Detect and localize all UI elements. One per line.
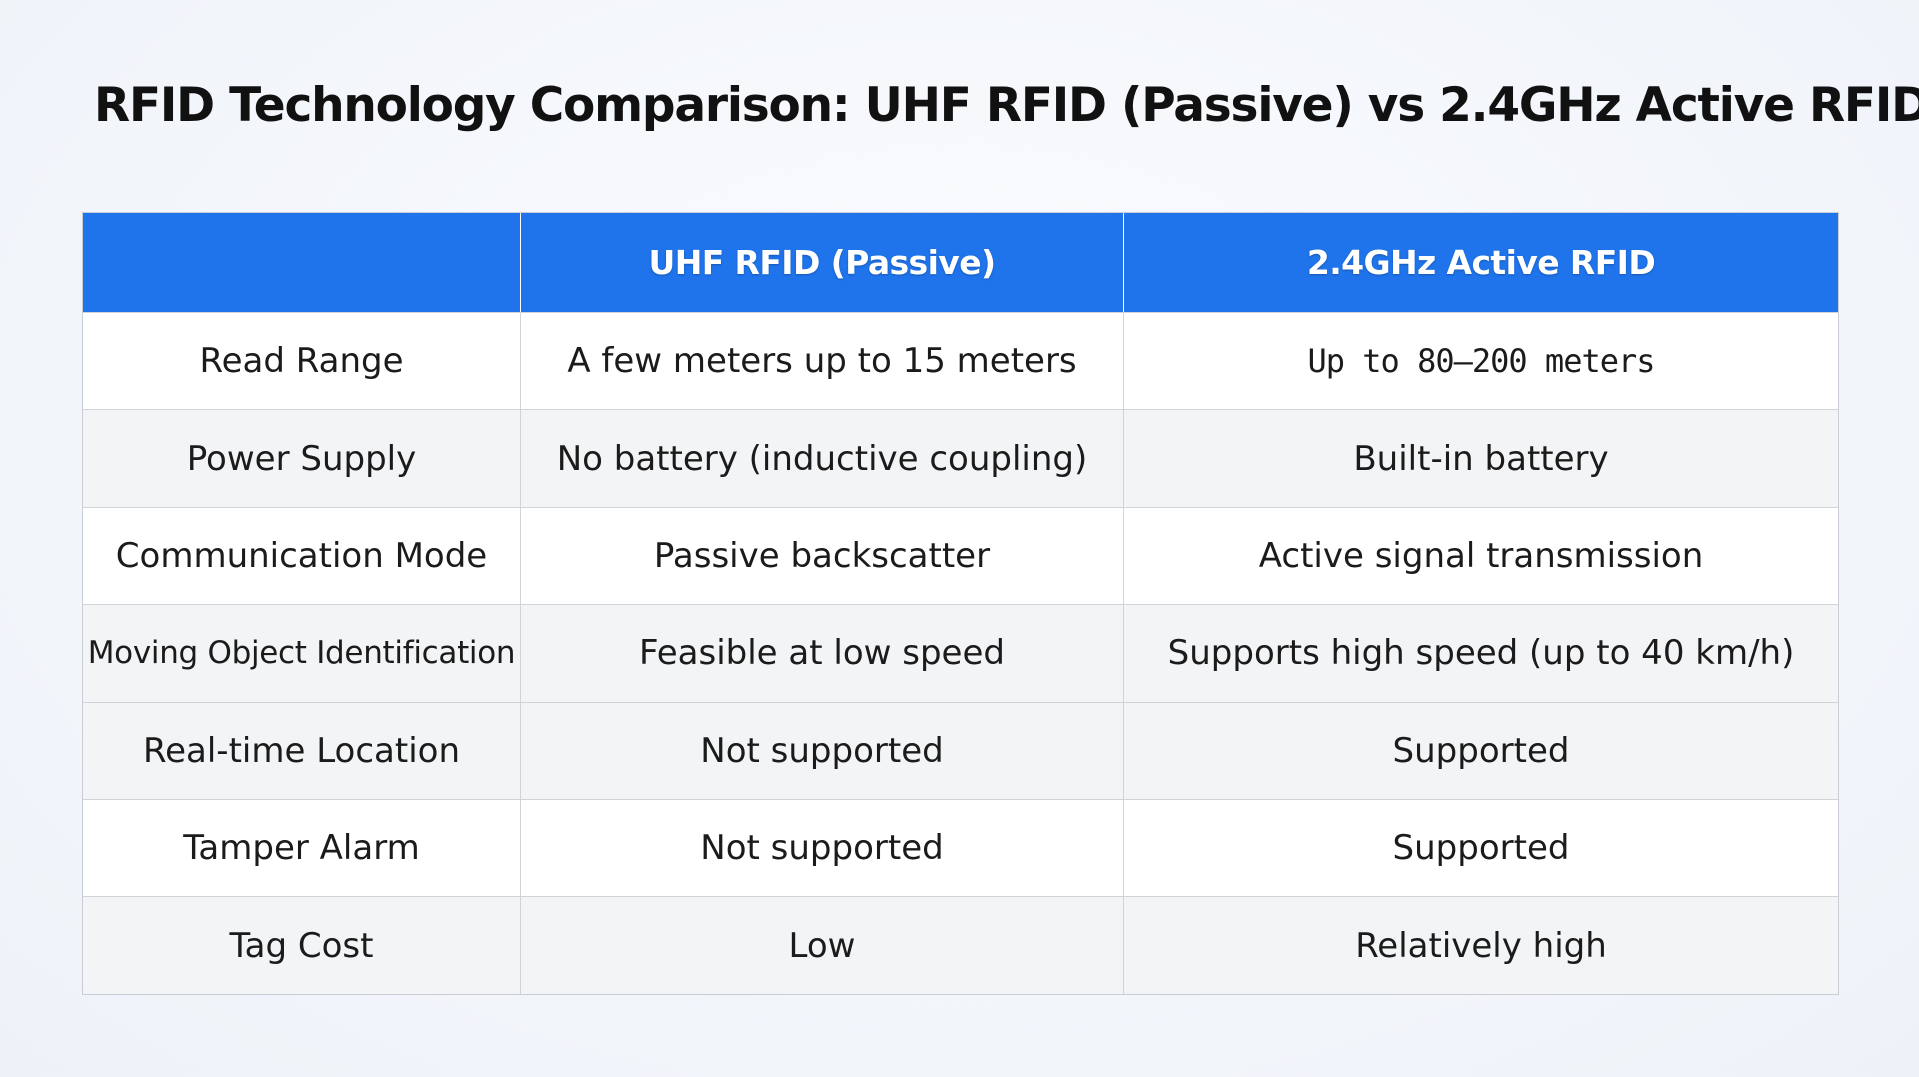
table-row-communication-mode: Communication Mode Passive backscatter A…	[83, 506, 1838, 605]
table-row-tamper-alarm: Tamper Alarm Not supported Supported	[83, 798, 1838, 897]
header-cell-active-rfid: 2.4GHz Active RFID	[1306, 243, 1656, 282]
uhf-value: No battery (inductive coupling)	[521, 410, 1124, 507]
uhf-value: Not supported	[521, 799, 1124, 897]
active-value: Up to 80–200 meters	[1307, 342, 1655, 381]
uhf-value: A few meters up to 15 meters	[521, 313, 1124, 410]
comparison-table: UHF RFID (Passive) 2.4GHz Active RFID Re…	[82, 212, 1839, 995]
active-value: Relatively high	[1355, 925, 1607, 966]
table-header-row: UHF RFID (Passive) 2.4GHz Active RFID	[83, 213, 1838, 312]
row-label: Tamper Alarm	[83, 799, 521, 897]
uhf-value: Low	[521, 897, 1124, 994]
row-label: Communication Mode	[83, 507, 521, 605]
page-title: RFID Technology Comparison: UHF RFID (Pa…	[94, 78, 1919, 133]
header-cell-uhf-rfid: UHF RFID (Passive)	[521, 213, 1124, 312]
row-label: Real-time Location	[83, 702, 521, 799]
row-label: Power Supply	[83, 410, 521, 507]
row-label: Read Range	[83, 313, 521, 410]
row-label: Moving Object Identification	[83, 605, 521, 702]
table-row-read-range: Read Range A few meters up to 15 meters …	[83, 312, 1838, 410]
row-label: Tag Cost	[83, 897, 521, 994]
active-value: Built-in battery	[1353, 438, 1609, 479]
active-value: Active signal transmission	[1258, 535, 1704, 576]
active-value: Supported	[1392, 828, 1570, 869]
active-value: Supports high speed (up to 40 km/h)	[1167, 633, 1795, 674]
uhf-value: Feasible at low speed	[521, 605, 1124, 702]
table-row-moving-object-identification: Moving Object Identification Feasible at…	[83, 604, 1838, 702]
active-value: Supported	[1392, 730, 1570, 771]
uhf-value: Passive backscatter	[521, 507, 1124, 605]
uhf-value: Not supported	[521, 702, 1124, 799]
table-row-real-time-location: Real-time Location Not supported Support…	[83, 701, 1838, 799]
table-row-tag-cost: Tag Cost Low Relatively high	[83, 896, 1838, 994]
header-cell-feature	[83, 213, 521, 312]
table-row-power-supply: Power Supply No battery (inductive coupl…	[83, 409, 1838, 507]
